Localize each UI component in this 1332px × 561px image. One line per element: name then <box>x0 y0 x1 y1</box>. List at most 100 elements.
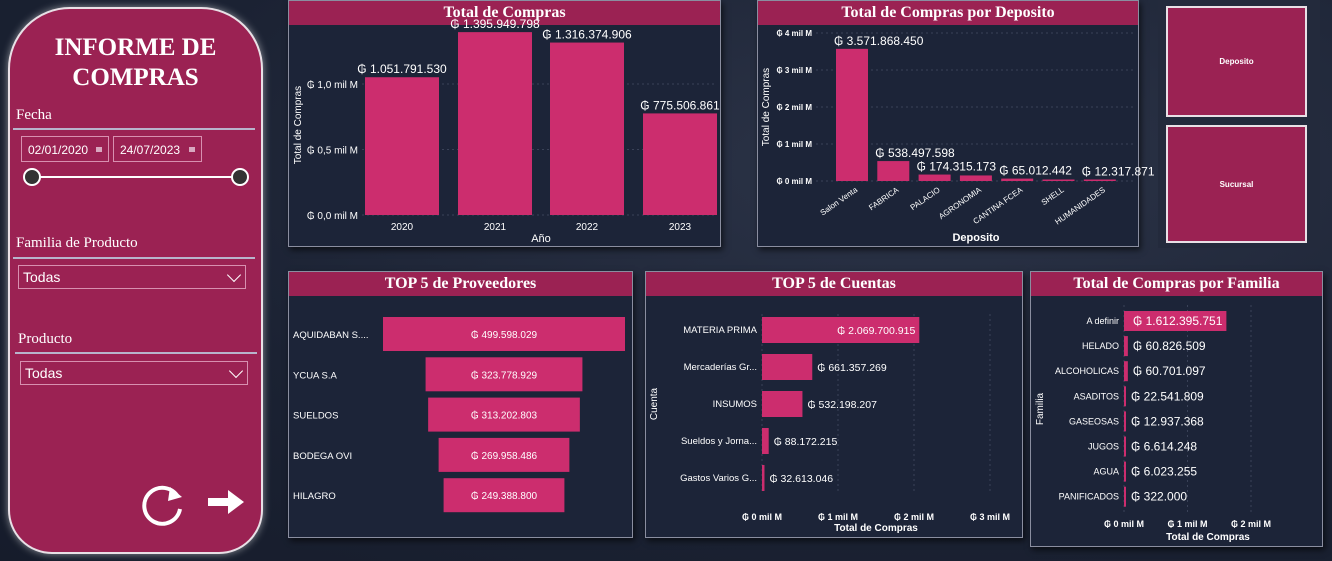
data-label: ₲ 1.316.374.906 <box>542 28 632 42</box>
y-tick-label: ₲ 0,5 mil M <box>307 145 358 157</box>
data-label: ₲ 6.023.255 <box>1131 465 1197 479</box>
category-label: Gastos Varios G... <box>680 473 757 484</box>
bar-3 <box>1124 386 1126 407</box>
data-label: ₲ 322.000 <box>1131 490 1187 504</box>
deposito-tile[interactable]: Deposito <box>1166 6 1307 117</box>
filter-sidebar: INFORME DE COMPRAS Fecha 02/01/2020 24/07… <box>8 7 263 554</box>
data-label: ₲ 323.778.929 <box>471 369 538 381</box>
refresh-icon[interactable] <box>138 481 186 527</box>
data-label: ₲ 313.202.803 <box>471 410 538 422</box>
funnel-bar-0 <box>383 317 625 351</box>
bar-SHELL <box>1042 179 1075 181</box>
funnel-bar-2 <box>428 397 580 432</box>
x-tick-label: ₲ 2 mil M <box>894 512 934 522</box>
bar-Salon Venta <box>836 48 868 181</box>
date-slider-track[interactable] <box>32 176 240 178</box>
x-tick-label: ₲ 2 mil M <box>1231 519 1271 529</box>
data-label: ₲ 661.357.269 <box>817 362 887 374</box>
bar-1 <box>1124 336 1128 357</box>
chart-title: Total de Compras por Deposito <box>758 1 1138 25</box>
x-axis-title: Total de Compras <box>834 523 918 534</box>
calendar-icon[interactable] <box>189 147 195 152</box>
x-axis-title: Total de Compras <box>1166 532 1250 543</box>
bar-1 <box>762 354 813 380</box>
x-tick-label: FABRICA <box>867 185 901 212</box>
end-date-input[interactable]: 24/07/2023 <box>113 136 202 162</box>
category-label: AGUA <box>1093 467 1119 477</box>
bar-7 <box>1124 486 1126 507</box>
bar-0 <box>1124 311 1227 331</box>
bar-2 <box>1124 361 1128 382</box>
data-label: ₲ 3.571.868.450 <box>834 34 924 48</box>
bar-CANTINA FCEA <box>1001 178 1034 181</box>
bar-2 <box>762 391 803 417</box>
y-tick-label: ₲ 0 mil M <box>776 177 812 186</box>
bar-2021 <box>458 32 532 215</box>
data-label: ₲ 532.198.207 <box>807 399 877 411</box>
data-label: ₲ 499.598.029 <box>471 329 538 341</box>
data-label: ₲ 775.506.861 <box>640 98 720 112</box>
familia-dropdown[interactable]: Todas <box>18 265 246 289</box>
arrow-right-icon[interactable] <box>206 487 246 517</box>
report-title: INFORME DE COMPRAS <box>54 34 217 91</box>
data-label: ₲ 88.172.215 <box>774 436 838 448</box>
x-tick-label: SHELL <box>1040 185 1066 207</box>
bar-4 <box>762 465 765 491</box>
category-label: ALCOHOLICAS <box>1055 366 1119 376</box>
data-label: ₲ 6.614.248 <box>1131 440 1197 454</box>
y-axis-title: Familia <box>1035 392 1046 425</box>
x-tick-label: ₲ 1 mil M <box>818 512 858 522</box>
divider <box>15 352 257 354</box>
chart-title: TOP 5 de Proveedores <box>289 272 632 296</box>
calendar-icon[interactable] <box>96 147 102 152</box>
fecha-label: Fecha <box>16 107 52 123</box>
bar-FABRICA <box>877 161 910 181</box>
bar-0 <box>762 317 920 343</box>
y-axis-title: Cuenta <box>649 387 660 420</box>
category-label: PANIFICADOS <box>1059 492 1119 502</box>
slider-end-handle[interactable] <box>231 168 249 186</box>
y-tick-label: ₲ 2 mil M <box>776 103 812 112</box>
y-tick-label: ₲ 1 mil M <box>776 140 812 149</box>
bar-4 <box>1124 411 1126 432</box>
category-label: GASEOSAS <box>1069 416 1119 426</box>
category-label: Mercaderías Gr... <box>684 362 757 373</box>
familia-label: Familia de Producto <box>16 235 138 251</box>
data-label: ₲ 12.937.368 <box>1131 414 1204 428</box>
start-date-input[interactable]: 02/01/2020 <box>21 136 109 162</box>
slider-start-handle[interactable] <box>23 168 41 186</box>
data-label: ₲ 1.051.791.530 <box>357 62 447 76</box>
x-axis-title: Año <box>531 233 551 245</box>
chart-title: Total de Compras por Familia <box>1031 272 1322 296</box>
sucursal-tile[interactable]: Sucursal <box>1166 125 1307 243</box>
producto-dropdown[interactable]: Todas <box>20 361 248 385</box>
x-tick-label: 2020 <box>391 222 414 233</box>
data-label: ₲ 32.613.046 <box>769 473 833 485</box>
x-tick-label: 2021 <box>484 222 507 233</box>
x-tick-label: ₲ 0 mil M <box>742 512 782 522</box>
bar-HUMANIDADES <box>1083 179 1116 181</box>
category-label: JUGOS <box>1088 442 1119 452</box>
category-label: AQUIDABAN S.... <box>293 330 369 341</box>
funnel-bar-1 <box>425 357 583 392</box>
bar-PALACIO <box>918 174 951 181</box>
x-tick-label: ₲ 1 mil M <box>1167 519 1207 529</box>
bar-5 <box>1124 436 1126 457</box>
data-label: ₲ 22.541.809 <box>1131 389 1204 403</box>
chart-compras-deposito: Total de Compras por Deposito <box>757 0 1139 247</box>
x-tick-label: PALACIO <box>909 185 942 212</box>
data-label: ₲ 249.388.800 <box>471 490 538 502</box>
funnel-bar-3 <box>438 437 570 472</box>
y-axis-title: Total de Compras <box>761 68 772 146</box>
bar-2020 <box>365 77 439 216</box>
x-tick-label: 2023 <box>669 222 692 233</box>
category-label: YCUA S.A <box>293 370 337 381</box>
divider <box>13 257 255 259</box>
data-label: ₲ 269.958.486 <box>471 450 538 462</box>
bar-2022 <box>550 42 624 215</box>
category-label: ASADITOS <box>1074 391 1119 401</box>
data-label: ₲ 60.701.097 <box>1133 364 1206 378</box>
data-label: ₲ 12.317.871 <box>1082 165 1155 179</box>
producto-label: Producto <box>18 331 73 347</box>
y-tick-label: ₲ 3 mil M <box>776 66 812 75</box>
